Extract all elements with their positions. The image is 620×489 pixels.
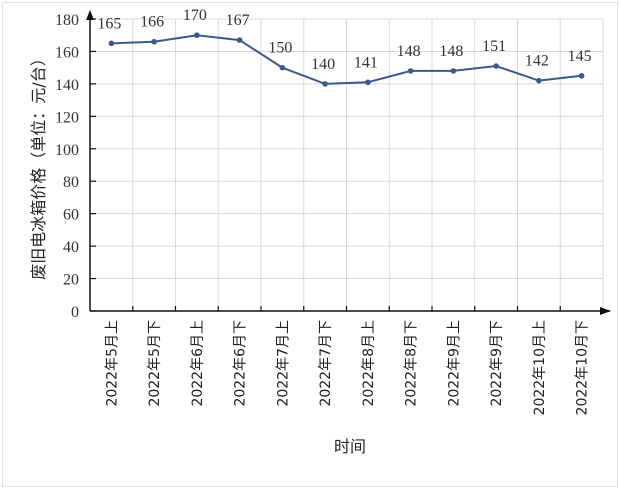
axes — [86, 10, 611, 315]
x-category-label: 2022年7月下 — [318, 320, 334, 407]
y-axis-title: 废旧电冰箱价格（单位：元/台） — [29, 50, 48, 279]
data-labels: 165 166 170 167 150 140 141 148 148 151 142 145 — [97, 7, 591, 73]
data-point-marker — [194, 32, 200, 39]
x-category-label: 2022年8月上 — [361, 320, 377, 407]
y-tick-label: 100 — [55, 142, 79, 159]
x-category-label: 2022年6月上 — [190, 320, 206, 407]
x-category-label: 2022年9月下 — [489, 320, 505, 407]
data-label: 141 — [354, 54, 378, 71]
x-category-label: 2022年10月上 — [532, 320, 548, 415]
y-tick-label: 60 — [63, 207, 79, 224]
data-point-marker — [407, 68, 414, 74]
data-label: 148 — [439, 43, 463, 60]
data-label: 140 — [311, 56, 335, 73]
x-category-label: 2022年10月下 — [575, 320, 591, 415]
y-axis-arrow-icon — [86, 10, 94, 20]
data-point-marker — [322, 81, 328, 87]
data-point-marker — [236, 37, 243, 43]
data-label: 142 — [525, 53, 549, 70]
data-label: 148 — [397, 43, 421, 60]
x-axis-ticks: 2022年5月上 2022年5月下 2022年6月上 2022年6月下 2022年7月上… — [104, 306, 591, 415]
data-label: 166 — [140, 14, 164, 31]
y-tick-label: 120 — [55, 109, 79, 126]
data-label: 151 — [482, 38, 506, 55]
y-axis-ticks: 0 20 40 60 80 100 120 140 160 180 — [55, 12, 96, 321]
data-point-marker — [108, 40, 115, 47]
series-line — [111, 34, 582, 85]
x-category-label: 2022年7月上 — [275, 320, 291, 407]
data-point-marker — [578, 72, 585, 79]
data-label: 170 — [183, 7, 207, 24]
data-label: 165 — [97, 15, 121, 32]
y-tick-label: 160 — [55, 44, 79, 61]
y-tick-label: 140 — [55, 77, 79, 94]
x-category-label: 2022年5月上 — [104, 320, 120, 407]
y-tick-label: 20 — [63, 272, 79, 289]
data-point-marker — [151, 38, 157, 45]
y-tick-label: 80 — [63, 174, 79, 191]
x-axis-arrow-icon — [600, 307, 611, 315]
y-tick-label: 40 — [63, 239, 79, 256]
data-point-marker — [450, 68, 457, 74]
y-tick-label: 0 — [71, 304, 79, 321]
data-point-marker — [279, 64, 286, 71]
y-tick-label: 180 — [55, 12, 79, 29]
x-axis-title: 时间 — [334, 437, 366, 456]
x-category-label: 2022年9月上 — [446, 320, 462, 407]
data-label: 167 — [226, 12, 250, 29]
data-series — [108, 32, 585, 87]
data-point-marker — [365, 79, 371, 86]
grid-lines — [90, 18, 604, 311]
x-category-label: 2022年8月下 — [404, 320, 420, 407]
data-point-marker — [536, 77, 542, 84]
x-category-label: 2022年5月下 — [147, 320, 163, 407]
data-label: 145 — [568, 48, 592, 65]
data-label: 150 — [268, 40, 292, 57]
data-point-marker — [493, 63, 499, 69]
x-category-label: 2022年6月下 — [233, 320, 249, 407]
